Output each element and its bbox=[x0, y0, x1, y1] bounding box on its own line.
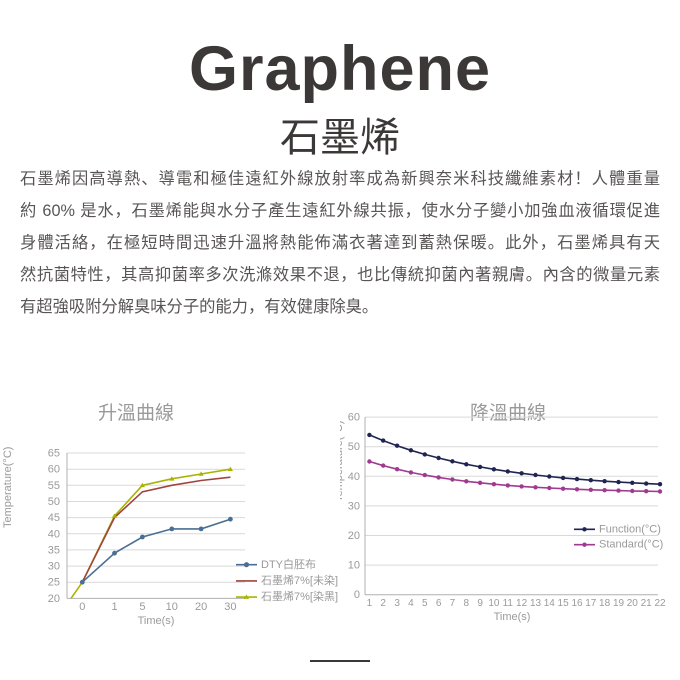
svg-text:2: 2 bbox=[380, 598, 386, 609]
svg-text:20: 20 bbox=[627, 598, 639, 609]
svg-text:石墨烯7%[染黑]: 石墨烯7%[染黑] bbox=[261, 589, 338, 603]
svg-text:21: 21 bbox=[641, 598, 653, 609]
svg-text:10: 10 bbox=[166, 601, 178, 613]
svg-text:65: 65 bbox=[48, 448, 60, 460]
svg-text:60: 60 bbox=[348, 412, 360, 424]
svg-text:35: 35 bbox=[48, 544, 60, 556]
svg-text:15: 15 bbox=[558, 598, 570, 609]
svg-text:7: 7 bbox=[450, 598, 456, 609]
svg-text:30: 30 bbox=[348, 500, 360, 512]
svg-text:10: 10 bbox=[348, 560, 360, 572]
svg-text:9: 9 bbox=[477, 598, 483, 609]
svg-text:1: 1 bbox=[111, 601, 117, 613]
svg-text:0: 0 bbox=[354, 589, 360, 601]
svg-text:Function(°C): Function(°C) bbox=[599, 523, 661, 535]
svg-text:20: 20 bbox=[348, 530, 360, 542]
svg-text:10: 10 bbox=[488, 598, 500, 609]
svg-text:13: 13 bbox=[530, 598, 542, 609]
svg-text:12: 12 bbox=[516, 598, 528, 609]
svg-text:17: 17 bbox=[585, 598, 597, 609]
svg-text:Time(s): Time(s) bbox=[138, 615, 175, 627]
svg-text:40: 40 bbox=[348, 471, 360, 483]
svg-text:20: 20 bbox=[48, 593, 60, 605]
svg-text:Standard(°C): Standard(°C) bbox=[599, 539, 663, 551]
svg-text:3: 3 bbox=[394, 598, 400, 609]
svg-text:11: 11 bbox=[503, 598, 514, 609]
svg-text:30: 30 bbox=[48, 561, 60, 573]
svg-text:5: 5 bbox=[139, 601, 145, 613]
svg-text:6: 6 bbox=[436, 598, 442, 609]
svg-text:19: 19 bbox=[613, 598, 625, 609]
svg-text:DTY白胚布: DTY白胚布 bbox=[261, 557, 316, 571]
svg-text:Temperature(°C): Temperature(°C) bbox=[2, 447, 14, 528]
svg-text:50: 50 bbox=[348, 441, 360, 453]
svg-text:4: 4 bbox=[408, 598, 414, 609]
svg-text:1: 1 bbox=[367, 598, 373, 609]
svg-text:18: 18 bbox=[599, 598, 611, 609]
svg-text:55: 55 bbox=[48, 480, 60, 492]
svg-text:Time(s): Time(s) bbox=[494, 611, 531, 623]
svg-text:20: 20 bbox=[195, 601, 207, 613]
svg-text:16: 16 bbox=[571, 598, 583, 609]
svg-text:60: 60 bbox=[48, 464, 60, 476]
svg-text:22: 22 bbox=[654, 598, 666, 609]
svg-text:8: 8 bbox=[464, 598, 470, 609]
svg-text:40: 40 bbox=[48, 528, 60, 540]
svg-text:25: 25 bbox=[48, 577, 60, 589]
svg-text:45: 45 bbox=[48, 512, 60, 524]
svg-text:石墨烯7%[未染]: 石墨烯7%[未染] bbox=[261, 573, 338, 587]
svg-text:30: 30 bbox=[224, 601, 236, 613]
svg-text:5: 5 bbox=[422, 598, 428, 609]
svg-text:0: 0 bbox=[79, 601, 85, 613]
svg-text:14: 14 bbox=[544, 598, 556, 609]
svg-text:Temperature(°C): Temperature(°C) bbox=[340, 421, 345, 502]
svg-text:50: 50 bbox=[48, 496, 60, 508]
